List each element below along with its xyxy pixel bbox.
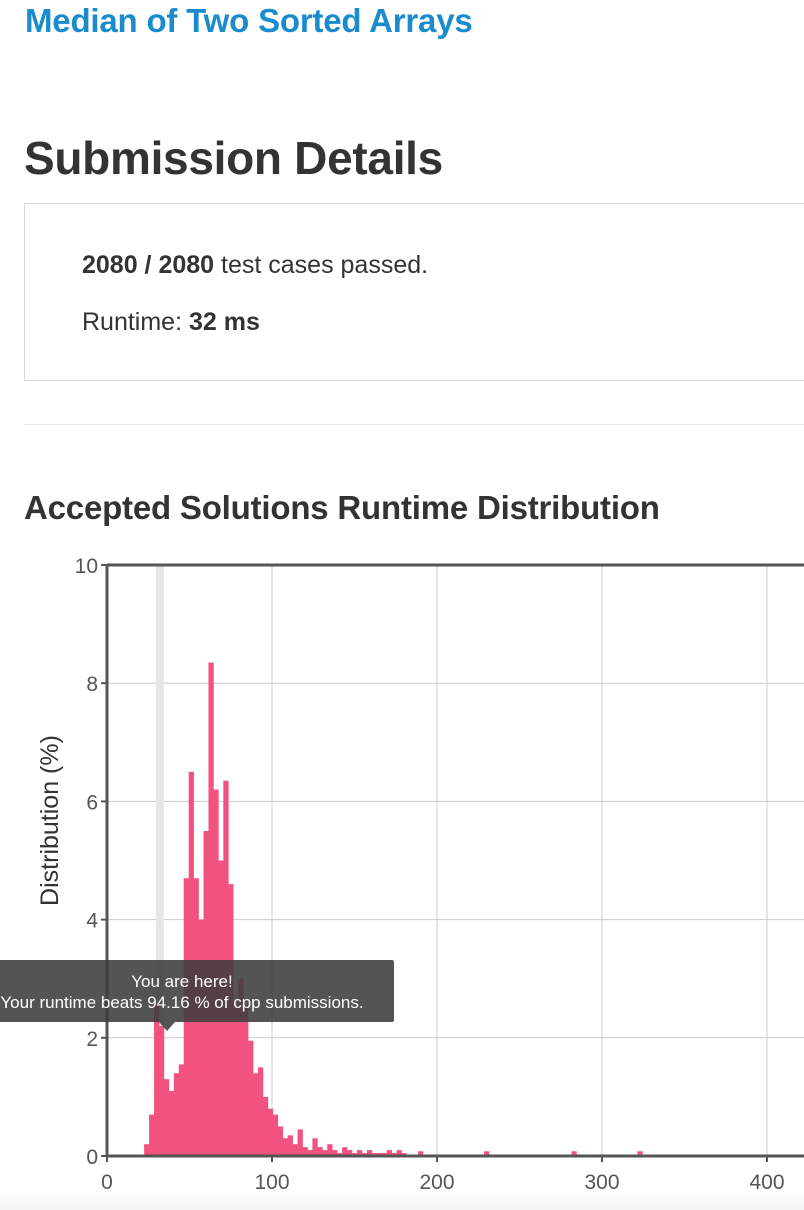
submission-details-panel: 2080 / 2080 test cases passed. Runtime: …: [24, 203, 804, 381]
histogram-bar: [332, 1150, 338, 1156]
runtime-value: 32 ms: [188, 308, 260, 336]
x-tick-label: 400: [749, 1171, 784, 1194]
histogram-bar: [484, 1151, 490, 1156]
histogram-bar: [158, 1025, 165, 1156]
test-cases-count: 2080 / 2080: [82, 251, 215, 279]
histogram-bar: [163, 1079, 170, 1156]
histogram-bar: [144, 1144, 150, 1156]
chart-axes: [101, 563, 804, 1162]
histogram-bar: [282, 1138, 288, 1156]
histogram-bar: [386, 1150, 392, 1156]
distribution-heading: Accepted Solutions Runtime Distribution: [24, 489, 660, 526]
x-tick-label: 0: [101, 1171, 113, 1194]
histogram-bar: [168, 1090, 175, 1156]
histogram-bar: [248, 1040, 254, 1156]
histogram-bar: [178, 1064, 185, 1156]
histogram-bar: [396, 1150, 402, 1156]
histogram-bar: [287, 1135, 293, 1156]
y-tick-label: 8: [86, 673, 98, 696]
y-tick-label: 0: [86, 1146, 98, 1169]
y-axis-label: Distribution (%): [36, 735, 64, 906]
histogram-bar: [262, 1096, 269, 1156]
section-divider: [24, 424, 804, 425]
histogram-bar: [154, 1002, 160, 1156]
test-cases-suffix: test cases passed.: [214, 251, 429, 279]
histogram-bar: [312, 1138, 318, 1156]
histogram-bar: [272, 1114, 279, 1156]
x-tick-label: 200: [419, 1171, 454, 1194]
histogram-bar: [418, 1151, 424, 1156]
y-tick-label: 4: [86, 910, 98, 933]
histogram-bar: [277, 1126, 284, 1156]
histogram-bar: [302, 1147, 308, 1156]
problem-title-link[interactable]: Median of Two Sorted Arrays: [25, 2, 473, 39]
histogram-bar: [307, 1150, 313, 1156]
histogram-bar: [342, 1147, 348, 1156]
x-tick-label: 100: [254, 1171, 289, 1194]
runtime-line: Runtime: 32 ms: [82, 308, 260, 337]
tooltip-arrow: [159, 1022, 175, 1031]
histogram-bar: [327, 1144, 333, 1156]
runtime-label: Runtime:: [82, 308, 189, 336]
histogram-bar: [257, 1067, 264, 1156]
histogram-bar: [243, 1005, 249, 1156]
chart-bars: [144, 662, 643, 1156]
histogram-bar: [238, 978, 244, 1156]
y-tick-label: 2: [86, 1028, 98, 1051]
test-cases-line: 2080 / 2080 test cases passed.: [82, 251, 428, 280]
x-tick-label: 300: [584, 1171, 619, 1194]
bottom-fade: [0, 1192, 804, 1210]
you-are-here-marker: [155, 565, 164, 1156]
histogram-bar: [267, 1108, 274, 1156]
marker-layer: [155, 565, 164, 1156]
histogram-bar: [198, 919, 204, 1156]
histogram-bar: [317, 1147, 323, 1156]
histogram-bar: [637, 1151, 643, 1156]
tooltip-beats-text: Your runtime beats 94.16 % of cpp submis…: [0, 993, 364, 1012]
you-are-here-tooltip: You are here! Your runtime beats 94.16 %…: [0, 960, 394, 1022]
submission-details-heading: Submission Details: [24, 132, 443, 184]
histogram-bar: [292, 1144, 298, 1156]
histogram-bar: [356, 1150, 363, 1156]
histogram-bar: [149, 1114, 155, 1156]
histogram-bar: [208, 662, 214, 1156]
histogram-bar: [322, 1150, 328, 1156]
tooltip-title: You are here!: [131, 972, 233, 991]
histogram-bar: [571, 1151, 577, 1156]
histogram-bar: [366, 1150, 373, 1156]
histogram-bar: [173, 1073, 180, 1156]
histogram-bar: [233, 1005, 239, 1156]
histogram-bar: [347, 1150, 353, 1156]
y-tick-label: 6: [86, 791, 98, 814]
y-tick-label: 10: [75, 555, 98, 578]
histogram-bar: [253, 1073, 259, 1156]
histogram-bar: [297, 1129, 303, 1156]
